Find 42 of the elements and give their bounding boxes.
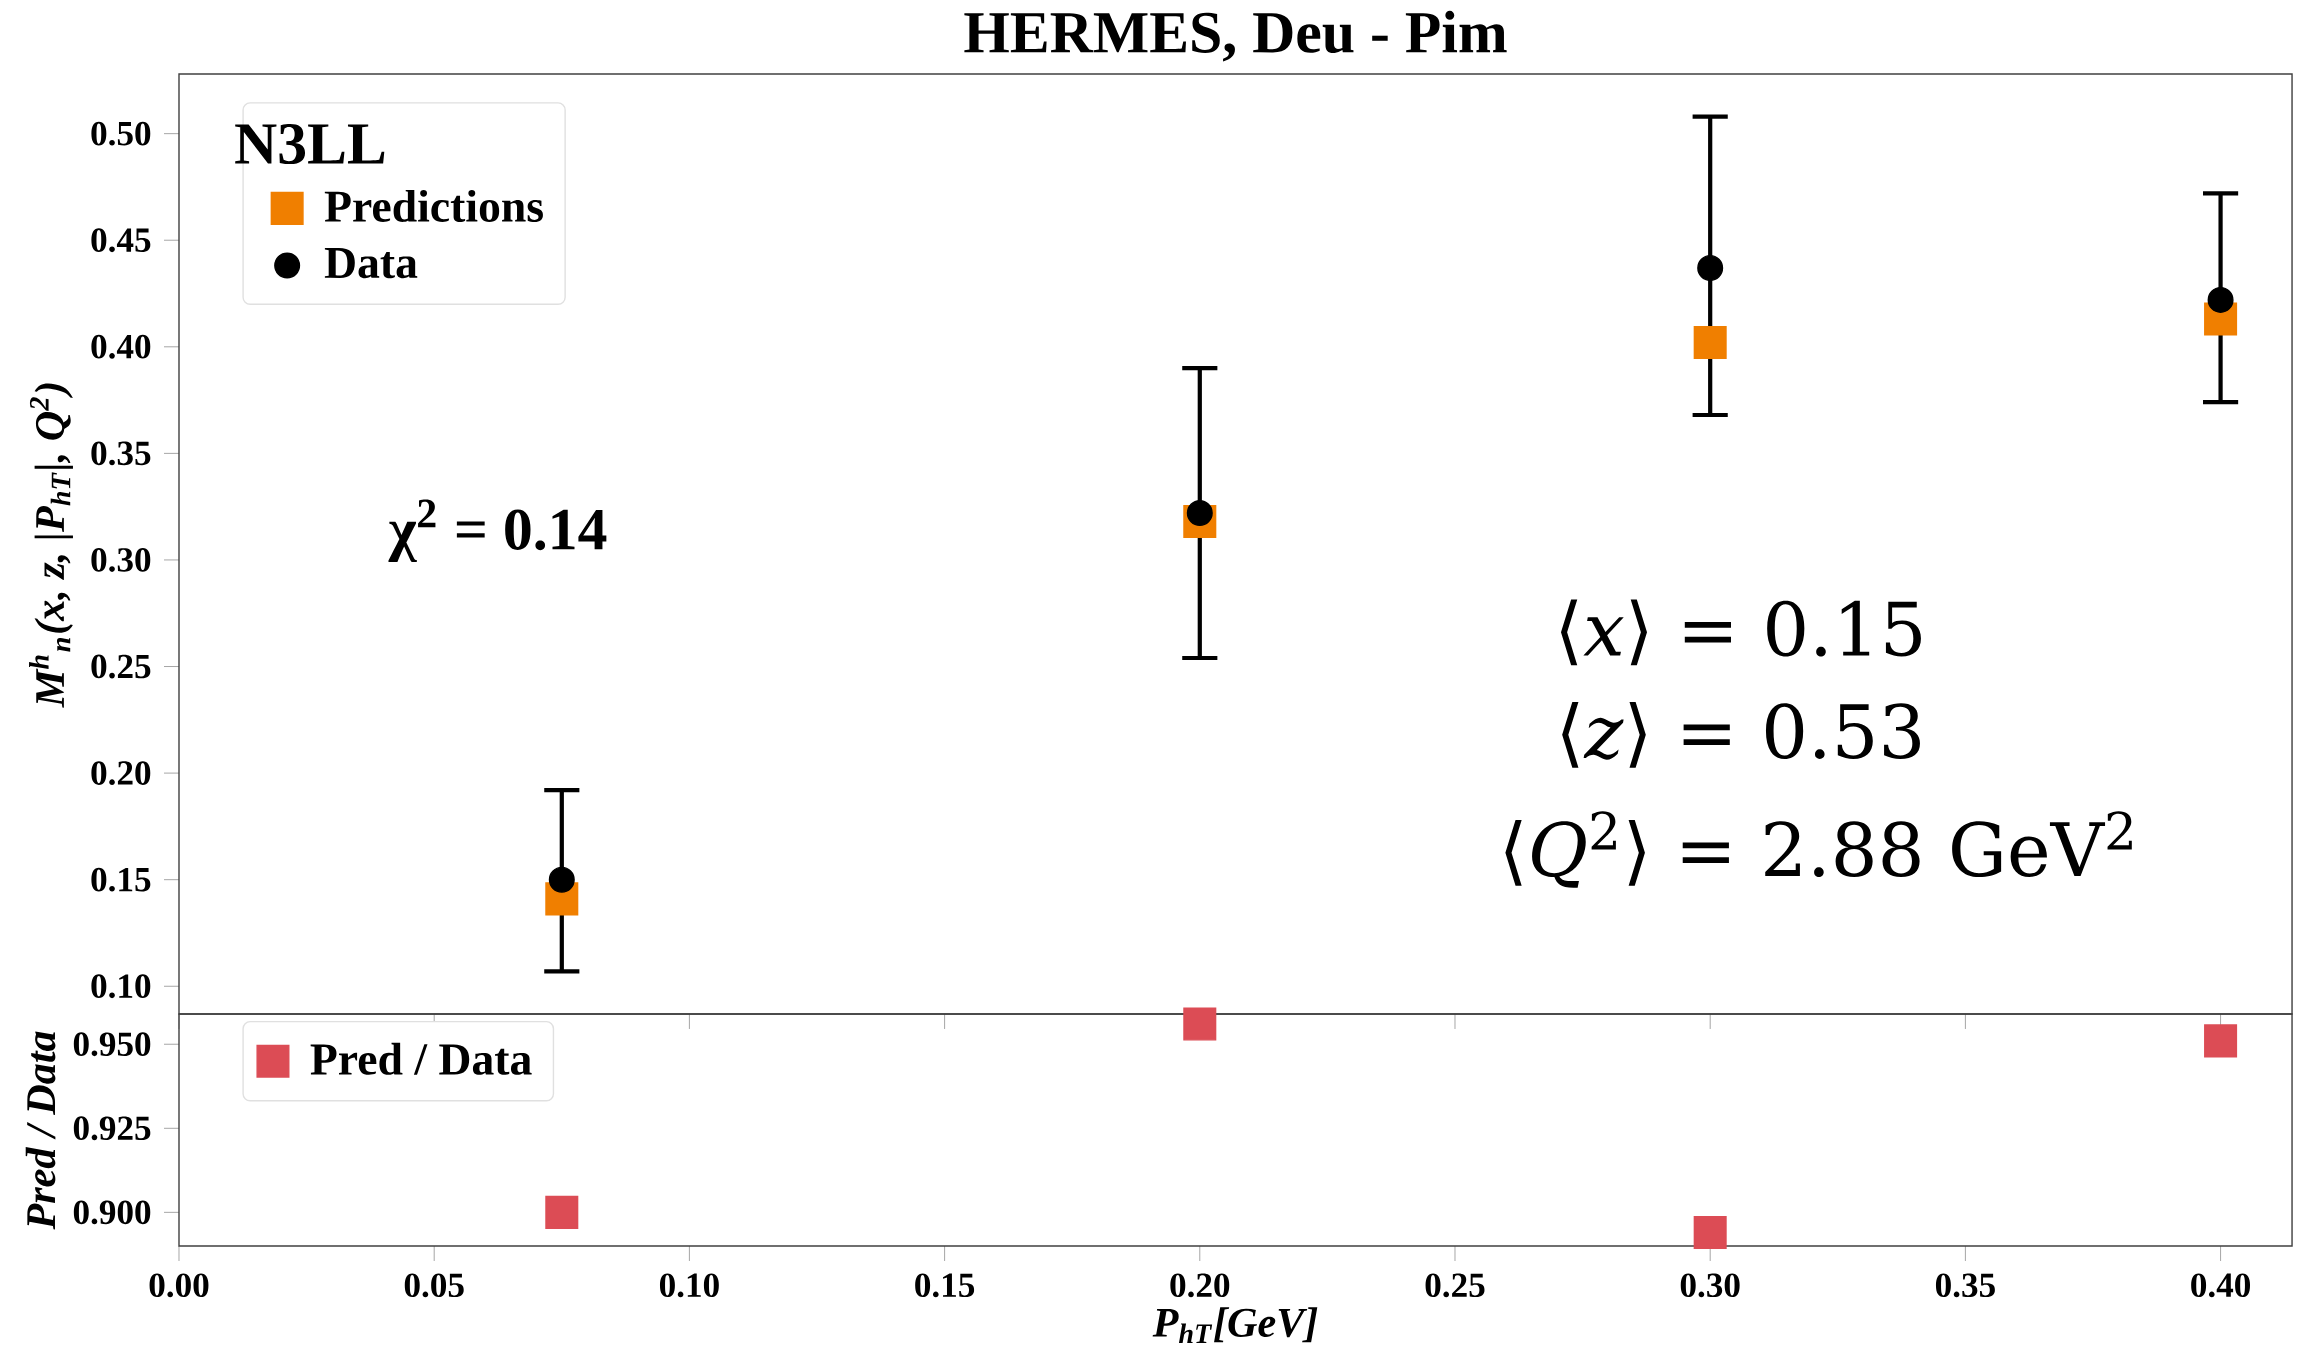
y-tick-label: 0.30 [91, 548, 151, 572]
point [1693, 326, 1727, 360]
point [1183, 1007, 1217, 1041]
point [548, 866, 575, 893]
y-tick-label: 0.10 [91, 974, 151, 999]
y-tick-label: 0.925 [73, 1116, 151, 1141]
legend-title: N3LL [235, 123, 385, 165]
x-tick-label: 0.20 [1170, 1273, 1230, 1298]
annotation: ⟨x⟩ = 0.15 [1560, 599, 1921, 666]
y-tick-label: 0.900 [73, 1200, 151, 1225]
legend-label: Pred / Data [310, 1042, 532, 1075]
x-tick-label: 0.40 [2191, 1273, 2251, 1298]
point [545, 1195, 579, 1229]
y-tick-label: 0.25 [91, 654, 151, 679]
legend-label: Predictions [324, 189, 543, 223]
x-tick-label: 0.10 [659, 1273, 719, 1298]
x-axis-title: P$_{hT}$[GeV] [1152, 1307, 1318, 1343]
x-tick-label: 0.15 [915, 1273, 975, 1298]
point [2204, 1024, 2238, 1058]
x-tick-label: 0.00 [149, 1273, 209, 1298]
x-tick-label: 0.25 [1425, 1273, 1485, 1298]
x-tick-label: 0.35 [1935, 1273, 1995, 1298]
annotation: ⟨z⟩ = 0.53 [1562, 701, 1920, 768]
y-tick-label: 0.950 [73, 1032, 151, 1057]
y-tick-label: 0.35 [91, 441, 151, 466]
annotation: χ$^{2}$ = 0.14 [388, 499, 607, 563]
y-axis-title: Pred / Data [25, 1031, 56, 1230]
y-tick-label: 0.20 [91, 761, 151, 786]
point [2207, 286, 2234, 313]
y-tick-label: 0.40 [91, 334, 151, 359]
y-tick-label: 0.15 [91, 867, 151, 892]
point [1186, 500, 1213, 527]
chart-title: HERMES, Deu - Pim [964, 10, 1507, 62]
y-axis-title: M$^{h}$$_{n}$(x, z, |P$_{hT}$|, Q$^{2}$) [29, 383, 73, 708]
x-tick-label: 0.30 [1680, 1273, 1740, 1298]
y-tick-label: 0.45 [91, 228, 151, 253]
point [1693, 1216, 1727, 1250]
y-tick-label: 0.50 [91, 121, 151, 146]
point [1697, 254, 1724, 281]
x-tick-label: 0.05 [404, 1273, 464, 1298]
annotation: ⟨Q$^{2}$⟩ = 2.88 GeV$^{2}$ [1505, 811, 2132, 888]
legend-label: Data [324, 247, 418, 279]
